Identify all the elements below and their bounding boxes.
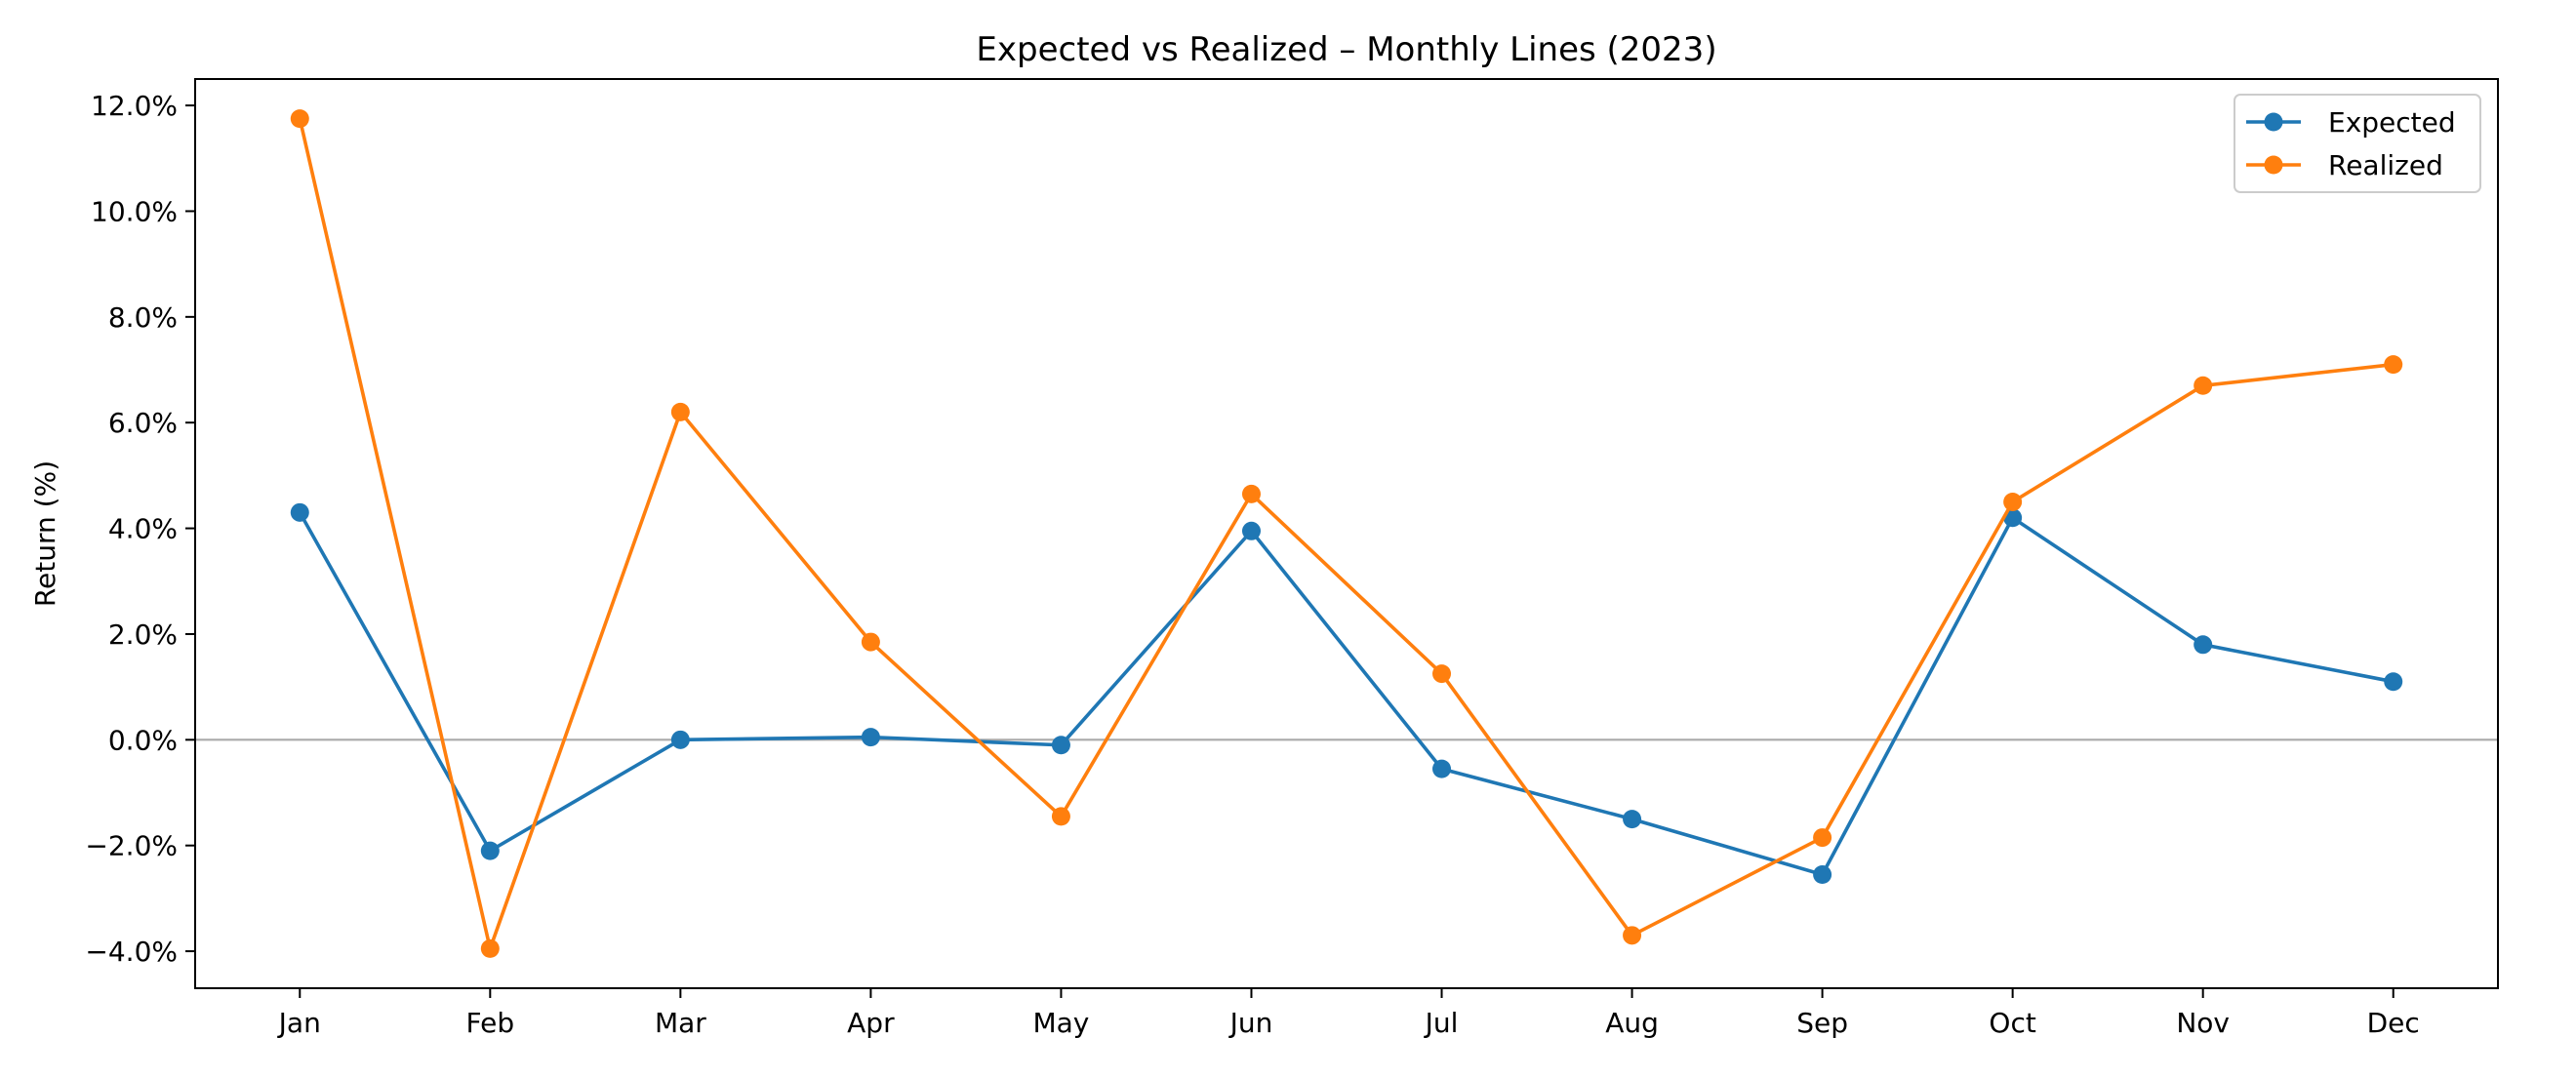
data-point-expected-may <box>1051 736 1070 755</box>
legend-label-realized: Realized <box>2328 149 2443 181</box>
data-point-expected-nov <box>2194 635 2213 655</box>
data-point-realized-may <box>1051 807 1070 826</box>
plot-area <box>195 109 2498 958</box>
data-point-expected-mar <box>670 730 690 749</box>
y-tick-label: 10.0% <box>91 195 178 227</box>
legend-swatch-marker <box>2264 112 2283 132</box>
x-tick-label: Apr <box>847 1007 895 1039</box>
plot-frame <box>194 78 2499 989</box>
x-tick-label: Oct <box>1989 1007 2035 1039</box>
data-point-realized-mar <box>670 402 690 421</box>
y-tick-label: 2.0% <box>108 618 178 651</box>
x-tick-label: Jul <box>1424 1007 1459 1039</box>
data-point-expected-aug <box>1623 810 1642 829</box>
x-tick-label: Dec <box>2367 1007 2420 1039</box>
series-line-realized <box>298 116 2395 951</box>
legend-box <box>2234 94 2481 193</box>
data-point-expected-dec <box>2384 672 2403 692</box>
y-tick-label: 6.0% <box>108 407 178 439</box>
data-point-expected-apr <box>861 728 880 747</box>
data-point-expected-jun <box>1241 521 1261 540</box>
y-axis-label: Return (%) <box>29 460 61 607</box>
data-point-expected-jul <box>1432 759 1452 778</box>
axes: −4.0% −2.0% 0.0% 2.0% 4.0% 6.0% 8.0% 10.0% 12.0%… <box>85 78 2499 1039</box>
data-point-realized-oct <box>2003 492 2023 511</box>
x-tick-label: May <box>1032 1007 1089 1039</box>
legend-swatch-marker <box>2264 155 2283 175</box>
data-point-realized-dec <box>2384 355 2403 375</box>
y-tick-label: 8.0% <box>108 301 178 334</box>
data-point-realized-sep <box>1813 828 1832 848</box>
data-point-realized-jul <box>1432 664 1452 684</box>
chart-title: Expected vs Realized – Monthly Lines (20… <box>976 30 1716 69</box>
data-point-expected-feb <box>480 841 500 860</box>
data-point-realized-feb <box>480 938 500 958</box>
y-tick-label: 4.0% <box>108 513 178 545</box>
data-point-realized-jan <box>290 109 309 129</box>
x-tick-label: Jun <box>1228 1007 1273 1039</box>
x-tick-label: Jan <box>277 1007 321 1039</box>
y-tick-label: 12.0% <box>91 90 178 122</box>
data-point-realized-jun <box>1241 484 1261 503</box>
data-point-realized-aug <box>1623 926 1642 945</box>
x-tick-label: Sep <box>1796 1007 1848 1039</box>
x-tick-label: Feb <box>466 1007 515 1039</box>
y-tick-label: −2.0% <box>85 830 178 862</box>
x-tick-label: Mar <box>655 1007 706 1039</box>
series-line-expected <box>297 509 2395 877</box>
x-tick-label: Aug <box>1605 1007 1659 1039</box>
data-point-expected-jan <box>290 502 309 522</box>
y-tick-label: −4.0% <box>85 936 178 968</box>
data-point-expected-sep <box>1813 865 1832 884</box>
legend: Expected Realized <box>2234 94 2481 193</box>
data-point-realized-nov <box>2194 376 2213 395</box>
y-tick-label: 0.0% <box>108 724 178 756</box>
data-point-realized-apr <box>861 632 880 652</box>
x-tick-label: Nov <box>2176 1007 2230 1039</box>
legend-label-expected: Expected <box>2328 106 2456 139</box>
